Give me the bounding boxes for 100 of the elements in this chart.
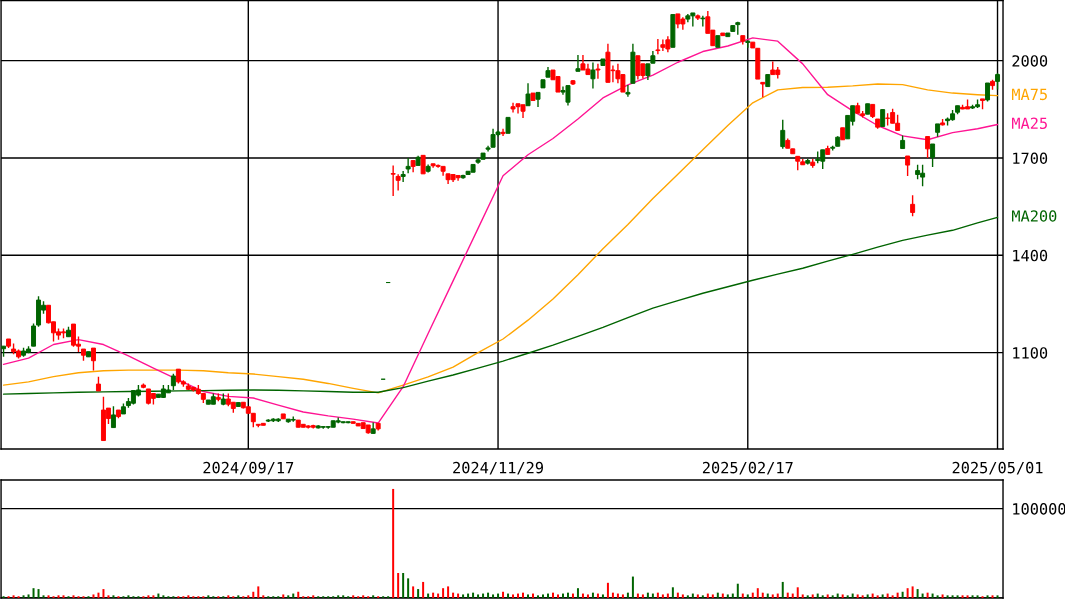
candlestick [910,194,916,218]
bar [477,594,480,599]
bar [472,592,475,599]
bar [796,587,799,599]
bar [447,586,450,599]
candlestick [390,164,396,197]
bar [641,594,644,599]
bar [701,595,704,599]
bar [337,595,340,599]
bar [801,594,804,599]
bar [901,591,904,599]
candlestick [395,173,401,192]
bar [512,594,515,599]
bar [312,595,315,599]
bar [786,592,789,599]
bar [566,592,569,599]
bar [671,587,674,599]
bar [861,595,864,599]
x-tick-label: 2025/05/01 [952,461,1043,475]
candlestick [400,170,406,183]
candlestick [700,15,706,28]
bar [492,594,495,599]
bar [522,592,525,599]
bar [986,595,989,599]
bar [432,592,435,599]
bar [896,592,899,599]
candlestick [985,82,991,103]
bar [941,594,944,599]
candlestick [625,84,631,98]
bar [22,595,25,599]
bar [187,595,190,599]
bar [417,589,420,599]
candlestick [780,118,786,150]
candlestick [575,54,581,73]
bar [676,592,679,599]
candlestick [405,157,411,174]
candlestick [500,128,506,137]
bar [996,595,999,599]
bar [247,595,250,599]
bar [207,595,210,599]
bar [227,595,230,599]
bar [97,592,100,599]
bar [342,595,345,599]
y-tick-label: 1700 [1013,152,1048,165]
series-label: MA75 [1011,88,1047,101]
bar [92,594,95,599]
bar [761,592,764,599]
bar [537,595,539,599]
bar [32,588,35,599]
bar [362,595,365,599]
bar [502,591,505,599]
x-tick-label: 2024/11/29 [453,461,543,475]
bar [72,595,75,599]
candlestick [925,135,931,159]
bar [12,595,15,599]
y-tick-label: 2000 [1012,55,1048,67]
bar [911,586,914,599]
line-series [2,83,999,394]
bar [262,595,265,599]
x-tick-label: 2024/09/17 [203,461,294,475]
bar [916,589,919,599]
bar [576,588,579,599]
bar [606,582,609,599]
bar [756,588,759,599]
bar [542,594,544,599]
bar [527,594,530,599]
bar [551,592,554,599]
bar [881,594,884,599]
bar [127,595,130,599]
bar [951,595,954,599]
bar [961,595,964,599]
candlestick [930,143,936,168]
y-tick-label: 1100 [1013,347,1048,359]
bar [971,595,974,599]
bar [252,591,255,599]
bar [147,595,150,599]
series-label: MA200 [1011,210,1057,222]
bar [846,595,849,599]
bar [586,594,589,599]
bar [107,595,110,599]
bar [856,594,859,599]
bar [27,594,30,599]
bar [397,572,400,599]
bar [876,595,879,599]
bar [112,595,115,599]
bar [696,594,699,599]
bar [102,589,105,599]
bar [811,594,814,599]
bar [407,578,410,599]
bar [282,594,285,599]
bar [751,592,754,599]
candlestick [595,63,601,80]
bar [976,595,979,599]
series-label: MA25 [1011,117,1047,130]
bar [442,588,445,599]
candlestick [420,154,426,175]
candlestick [110,405,116,429]
bar [661,594,664,599]
bar [866,594,869,599]
bar [422,581,425,599]
